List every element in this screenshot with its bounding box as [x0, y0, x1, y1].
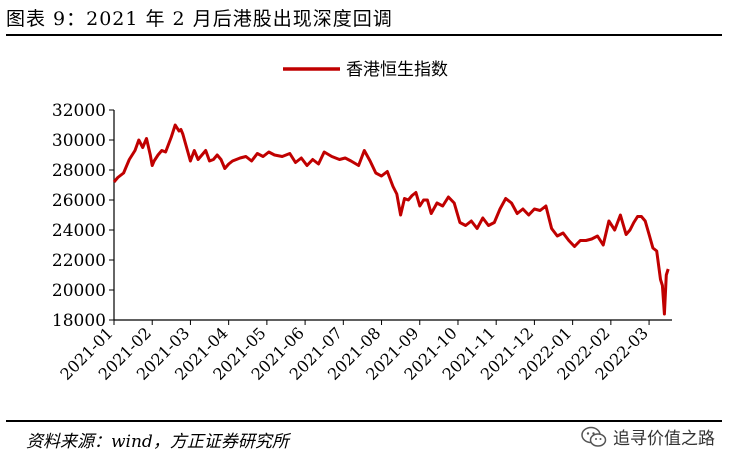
bottom-rule — [6, 420, 722, 422]
y-tick-label: 18000 — [52, 311, 106, 331]
watermark: 追寻价值之路 — [581, 424, 715, 449]
y-tick-label: 24000 — [52, 221, 106, 241]
figure-title: 图表 9：2021 年 2 月后港股出现深度回调 — [6, 8, 393, 30]
y-tick-label: 28000 — [52, 161, 106, 181]
y-tick-label: 26000 — [52, 191, 106, 211]
source-note: 资料来源：wind，方正证券研究所 — [26, 432, 289, 452]
legend-label: 香港恒生指数 — [346, 60, 448, 80]
top-rule — [6, 34, 722, 36]
axes — [113, 110, 672, 321]
y-tick-label: 22000 — [52, 251, 106, 271]
x-axis-ticks: 2021-012021-022021-032021-042021-052021-… — [56, 320, 652, 384]
series-line-hsi — [112, 123, 670, 316]
y-tick-label: 32000 — [52, 101, 106, 121]
y-tick-label: 30000 — [52, 131, 106, 151]
legend: 香港恒生指数 — [283, 60, 448, 80]
watermark-text: 追寻价值之路 — [613, 429, 715, 449]
y-axis-ticks: 18000 20000 22000 24000 26000 28000 30000 32000 — [52, 101, 114, 331]
wechat-icon — [581, 426, 607, 447]
y-tick-label: 20000 — [52, 281, 106, 301]
